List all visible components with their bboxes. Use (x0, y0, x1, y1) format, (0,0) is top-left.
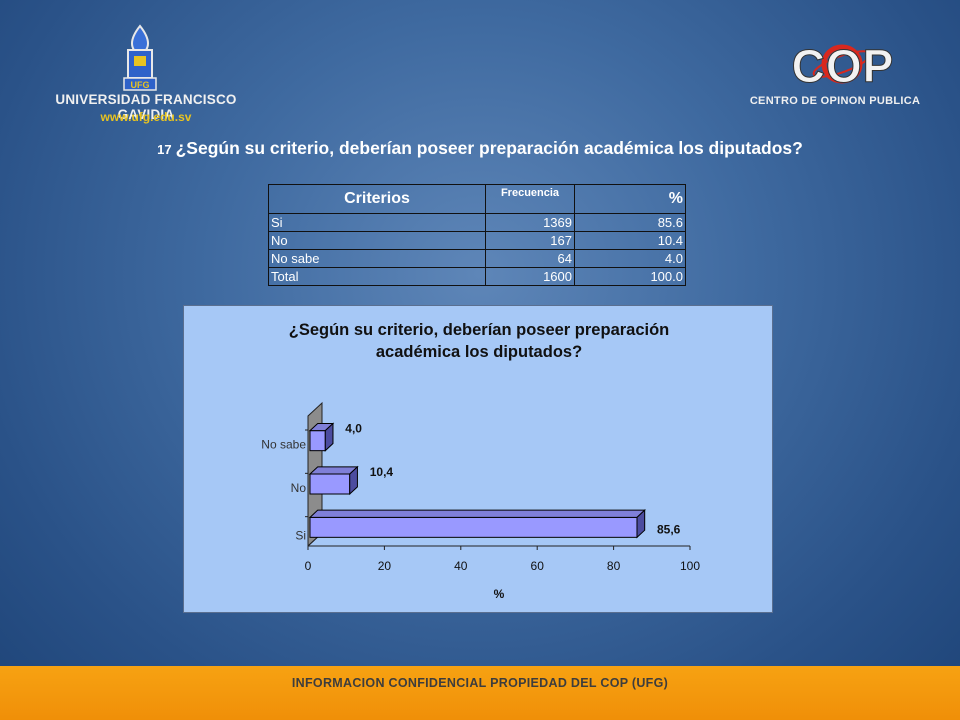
x-tick-label: 0 (305, 559, 312, 573)
table-row: Si 1369 85.6 (268, 213, 686, 232)
bar (309, 473, 351, 495)
column-header-frecuencia: Frecuencia (485, 184, 575, 214)
cop-mark-label: COP (792, 40, 895, 90)
bar-chart: ¿Según su criterio, deberían poseer prep… (261, 321, 700, 601)
row-percent: 85.6 (574, 213, 686, 232)
x-tick-label: 20 (378, 559, 392, 573)
question-number: 17 (157, 142, 172, 157)
x-tick-label: 100 (680, 559, 700, 573)
row-label: Total (268, 267, 486, 286)
row-percent: 4.0 (574, 249, 686, 268)
footer-text: INFORMACION CONFIDENCIAL PROPIEDAD DEL C… (291, 676, 669, 690)
row-label: No sabe (268, 249, 486, 268)
x-axis-title: % (494, 587, 505, 601)
data-label: 4,0 (345, 422, 362, 436)
question-heading: 17 ¿Según su criterio, deberían poseer pr… (100, 138, 860, 159)
x-tick-label: 40 (454, 559, 468, 573)
bar-end-face (349, 465, 358, 496)
x-tick-label: 80 (607, 559, 621, 573)
ufg-url: www.ufg.edu.sv (100, 110, 192, 124)
row-frequency: 1369 (485, 213, 575, 232)
frequency-table: Criterios Frecuencia % Si 1369 85.6 No 1… (268, 184, 686, 286)
bar-top-face (308, 509, 646, 518)
chart-title: ¿Según su criterio, deberían poseer prep… (289, 321, 670, 339)
cop-mark-icon: COP (791, 40, 895, 90)
data-label: 85,6 (657, 522, 681, 536)
ufg-name: UNIVERSIDAD FRANCISCO GAVIDIA (55, 92, 237, 122)
cop-logo: COP CENTRO DE OPINON PUBLICA (740, 40, 930, 120)
question-text: ¿Según su criterio, deberían poseer prep… (175, 138, 803, 158)
data-label: 10,4 (370, 465, 394, 479)
category-label: Si (295, 528, 306, 542)
bar (309, 516, 638, 538)
bar-end-face (324, 422, 334, 452)
row-frequency: 64 (485, 249, 575, 268)
x-tick-label: 60 (531, 559, 545, 573)
column-header-criterios: Criterios (268, 184, 486, 214)
column-header-percent: % (574, 184, 686, 214)
chart-title: académica los diputados? (376, 343, 582, 361)
row-label: Si (268, 213, 486, 232)
row-frequency: 167 (485, 231, 575, 250)
row-label: No (268, 231, 486, 250)
row-percent: 10.4 (574, 231, 686, 250)
row-percent: 100.0 (574, 267, 686, 286)
table-header-row: Criterios Frecuencia % (268, 184, 686, 214)
row-frequency: 1600 (485, 267, 575, 286)
ufg-emblem-label: UFG (131, 80, 150, 90)
bar (309, 430, 326, 452)
table-row-total: Total 1600 100.0 (268, 267, 686, 286)
cop-name: CENTRO DE OPINON PUBLICA (749, 95, 921, 107)
ufg-logo: UFG UNIVERSIDAD FRANCISCO GAVIDIA www.uf… (36, 22, 256, 132)
chart-panel: ¿Según su criterio, deberían poseer prep… (183, 305, 773, 613)
ufg-emblem-icon: UFG (123, 24, 157, 91)
table-row: No sabe 64 4.0 (268, 249, 686, 268)
category-label: No sabe (261, 438, 306, 452)
footer-bar: INFORMACION CONFIDENCIAL PROPIEDAD DEL C… (0, 666, 960, 720)
category-label: No (291, 481, 307, 495)
bar-end-face (636, 509, 646, 539)
table-row: No 167 10.4 (268, 231, 686, 250)
